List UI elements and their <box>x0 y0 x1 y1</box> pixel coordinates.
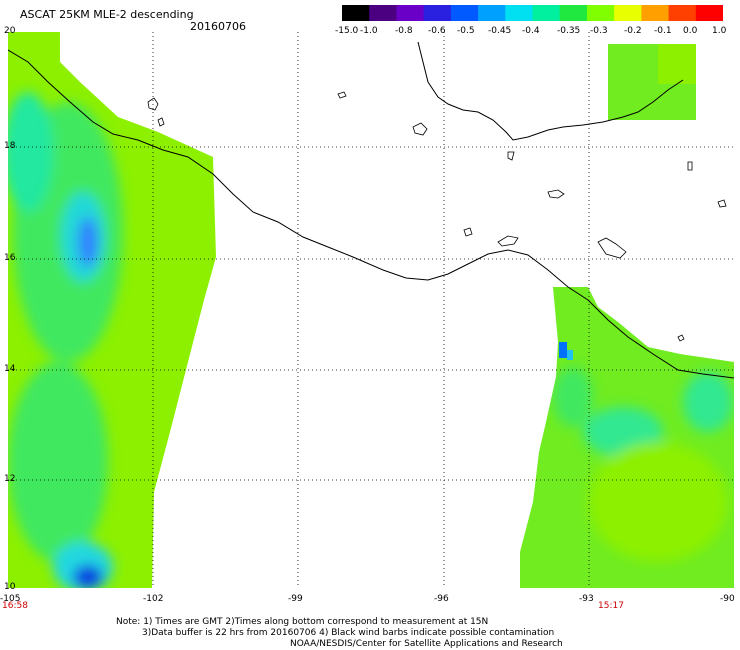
note-line-1: Note: 1) Times are GMT 2)Times along bot… <box>116 617 489 627</box>
longitude-label: -102 <box>143 594 164 604</box>
left-swath <box>8 32 216 588</box>
upper-right-swath <box>608 44 696 120</box>
colorbar <box>342 5 723 21</box>
wind-map <box>8 32 734 588</box>
colorbar-segment <box>505 5 533 21</box>
time-left: 16:58 <box>2 601 28 611</box>
product-date: 20160706 <box>190 20 246 33</box>
longitude-label: -99 <box>288 594 303 604</box>
note-line-2: 3)Data buffer is 22 hrs from 20160706 4)… <box>142 628 555 638</box>
latitude-label: 10 <box>4 582 16 592</box>
colorbar-label: -15.0 <box>335 26 359 36</box>
time-right: 15:17 <box>598 601 624 611</box>
lower-right-swath <box>520 287 734 588</box>
colorbar-segment <box>396 5 425 21</box>
colorbar-segment <box>478 5 506 21</box>
longitude-label: -93 <box>579 594 594 604</box>
colorbar-segment <box>614 5 642 21</box>
colorbar-segment <box>695 5 723 21</box>
longitude-label: -90 <box>720 594 735 604</box>
colorbar-label: -0.45 <box>488 26 512 36</box>
colorbar-label: -0.1 <box>654 26 672 36</box>
latitude-label: 18 <box>4 141 16 151</box>
colorbar-label: -0.2 <box>624 26 642 36</box>
colorbar-segment <box>586 5 615 21</box>
colorbar-label: -0.3 <box>590 26 608 36</box>
islands <box>147 91 727 342</box>
colorbar-label: -0.35 <box>557 26 581 36</box>
colorbar-segment <box>641 5 670 21</box>
colorbar-label: -0.8 <box>395 26 413 36</box>
colorbar-segment <box>342 5 370 21</box>
colorbar-label: 0.0 <box>683 26 698 36</box>
colorbar-segment <box>532 5 561 21</box>
product-title: ASCAT 25KM MLE-2 descending <box>20 8 194 21</box>
colorbar-label: 1.0 <box>712 26 727 36</box>
latitude-label: 20 <box>4 26 16 36</box>
gulf-coastline <box>417 41 684 141</box>
colorbar-label: -0.4 <box>522 26 540 36</box>
colorbar-segment <box>369 5 397 21</box>
colorbar-label: -1.0 <box>360 26 378 36</box>
note-line-3: NOAA/NESDIS/Center for Satellite Applica… <box>290 639 563 649</box>
colorbar-segment <box>450 5 479 21</box>
colorbar-label: -0.6 <box>428 26 446 36</box>
longitude-label: -105 <box>0 594 21 604</box>
colorbar-segment <box>668 5 697 21</box>
colorbar-segment <box>559 5 588 21</box>
lat-lon-grid <box>8 32 734 588</box>
latitude-label: 14 <box>4 364 16 374</box>
latitude-label: 12 <box>4 474 16 484</box>
coastline <box>8 49 734 379</box>
colorbar-label: -0.5 <box>457 26 475 36</box>
longitude-label: -96 <box>434 594 449 604</box>
colorbar-segment <box>423 5 452 21</box>
latitude-label: 16 <box>4 253 16 263</box>
